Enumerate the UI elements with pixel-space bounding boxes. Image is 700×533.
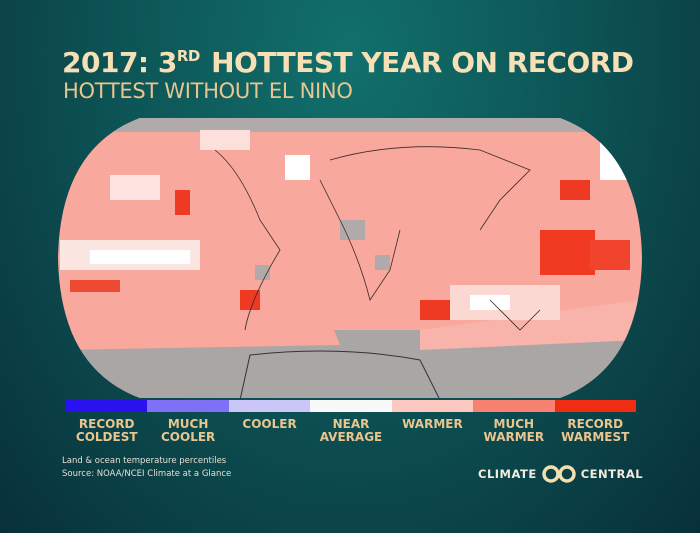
legend-swatch-much-warmer: [473, 400, 555, 412]
title-prefix: 2017: 3: [62, 46, 177, 79]
page-title: 2017: 3RD HOTTEST YEAR ON RECORD: [62, 46, 634, 79]
legend-swatch-record-warmest: [554, 400, 636, 412]
legend-label: WARMER: [402, 417, 463, 431]
legend-swatch-near-average: [310, 400, 392, 412]
legend-swatch-record-coldest: [66, 400, 148, 412]
logo-rings-icon: [541, 465, 576, 483]
legend-label: COOLER: [242, 417, 297, 431]
legend-label: MUCH COOLER: [160, 417, 216, 444]
legend-swatch-cooler: [228, 400, 311, 412]
footnote: Land & ocean temperature percentiles: [62, 456, 227, 466]
logo-text-left: CLIMATE: [478, 467, 537, 481]
source-note: Source: NOAA/NCEI Climate at a Glance: [62, 469, 232, 479]
legend-labels: RECORD COLDEST MUCH COOLER COOLER NEAR AVER…: [66, 418, 636, 444]
climate-central-logo: CLIMATE CENTRAL: [478, 465, 643, 483]
legend-label: MUCH WARMER: [483, 417, 545, 444]
legend-swatch-much-cooler: [147, 400, 229, 412]
legend-label: RECORD COLDEST: [75, 417, 138, 444]
arctic-no-data: [58, 118, 642, 132]
title-superscript: RD: [176, 47, 201, 65]
title-rest: HOTTEST YEAR ON RECORD: [211, 46, 634, 79]
logo-text-right: CENTRAL: [580, 467, 644, 481]
subtitle: HOTTEST WITHOUT EL NINO: [63, 79, 353, 103]
legend-color-bar: [66, 400, 636, 412]
legend-swatch-warmer: [391, 400, 474, 412]
legend-label: RECORD WARMEST: [561, 417, 630, 444]
legend-label: NEAR AVERAGE: [319, 417, 383, 444]
